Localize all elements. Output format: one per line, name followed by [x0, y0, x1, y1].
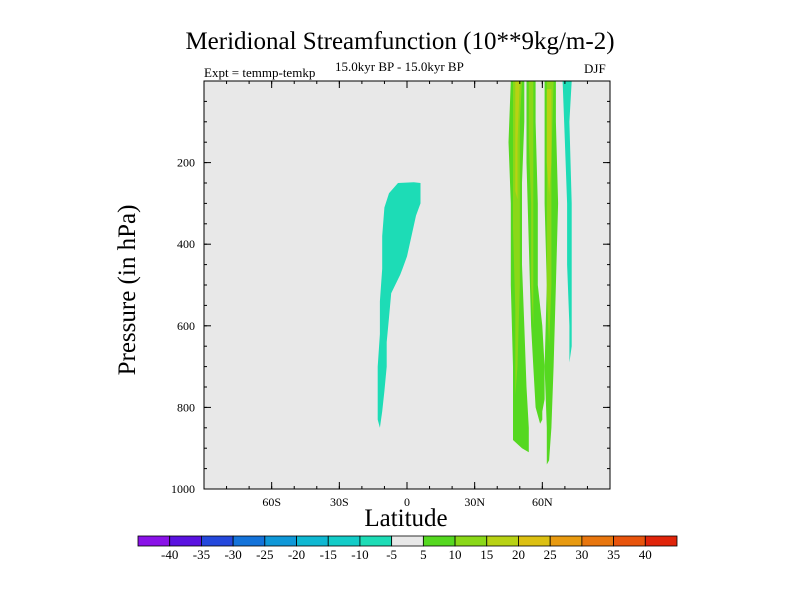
- region-negative-cell-tropics: [377, 182, 421, 428]
- colorbar-box: [391, 535, 424, 547]
- y-tick-label: 200: [177, 156, 195, 170]
- region-core-cell-48N: [515, 81, 520, 200]
- colorbar-label: -20: [288, 547, 305, 562]
- y-tick-label: 800: [177, 400, 195, 414]
- colorbar-box: [232, 535, 266, 547]
- contour-regions: [377, 81, 572, 465]
- x-axis-label: Latitude: [364, 505, 448, 532]
- colorbar-label: 15: [480, 547, 493, 562]
- colorbar-label: -25: [256, 547, 273, 562]
- x-tick-label: 30S: [330, 495, 349, 509]
- colorbar-label: 10: [449, 547, 462, 562]
- region-negative-band-70N: [562, 81, 572, 363]
- region-inner-cell-45N: [513, 81, 522, 396]
- colorbar-label: 20: [512, 547, 525, 562]
- colorbar-box: [454, 535, 488, 547]
- colorbar-label: 35: [607, 547, 620, 562]
- region-inner-cell-55N: [528, 81, 534, 326]
- colorbar-box: [549, 535, 583, 547]
- colorbar-box: [296, 535, 329, 547]
- colorbar-box: [327, 535, 361, 547]
- y-tick-label: 400: [177, 237, 195, 251]
- y-tick-label: 600: [177, 319, 195, 333]
- colorbar-box: [613, 535, 646, 547]
- x-tick-label: 30N: [464, 495, 485, 509]
- region-core-cell-63N: [546, 89, 552, 196]
- colorbar-label: -5: [386, 547, 397, 562]
- colorbar: -40 -35 -30 -25 -20 -15 -10 -5 5 10 15 20 25 30 35 40: [137, 535, 678, 562]
- plot-frame: [203, 80, 611, 490]
- time-period-label: 15.0kyr BP - 15.0kyr BP: [335, 59, 464, 74]
- colorbar-label: -30: [224, 547, 241, 562]
- colorbar-box: [137, 535, 171, 547]
- y-axis-label: Pressure (in hPa): [114, 204, 141, 376]
- plot-area: [204, 81, 610, 489]
- colorbar-box: [422, 535, 456, 547]
- tick-labels: 60S 30S 0 30N 60N 200 400 600 800 1000: [171, 156, 553, 509]
- x-tick-label: 60S: [262, 495, 281, 509]
- colorbar-label: -40: [161, 547, 178, 562]
- experiment-label: Expt = temmp-temkp: [204, 65, 316, 80]
- colorbar-box: [518, 535, 551, 547]
- chart-title: Meridional Streamfunction (10**9kg/m-2): [185, 28, 615, 55]
- colorbar-label: -10: [351, 547, 368, 562]
- colorbar-label: 25: [544, 547, 557, 562]
- colorbar-box: [581, 535, 614, 547]
- season-label: DJF: [584, 61, 606, 76]
- colorbar-label: 40: [639, 547, 652, 562]
- colorbar-box: [169, 535, 202, 547]
- colorbar-box: [201, 535, 234, 547]
- colorbar-label: 5: [420, 547, 427, 562]
- major-ticks: [204, 81, 610, 490]
- colorbar-box: [264, 535, 297, 547]
- x-tick-label: 0: [404, 495, 410, 509]
- y-tick-label: 1000: [171, 482, 195, 496]
- x-tick-label: 60N: [532, 495, 553, 509]
- colorbar-box: [359, 535, 393, 547]
- colorbar-label: 30: [575, 547, 588, 562]
- colorbar-label: -15: [320, 547, 337, 562]
- colorbar-label: -35: [193, 547, 210, 562]
- colorbar-box: [644, 535, 678, 547]
- colorbar-box: [486, 535, 519, 547]
